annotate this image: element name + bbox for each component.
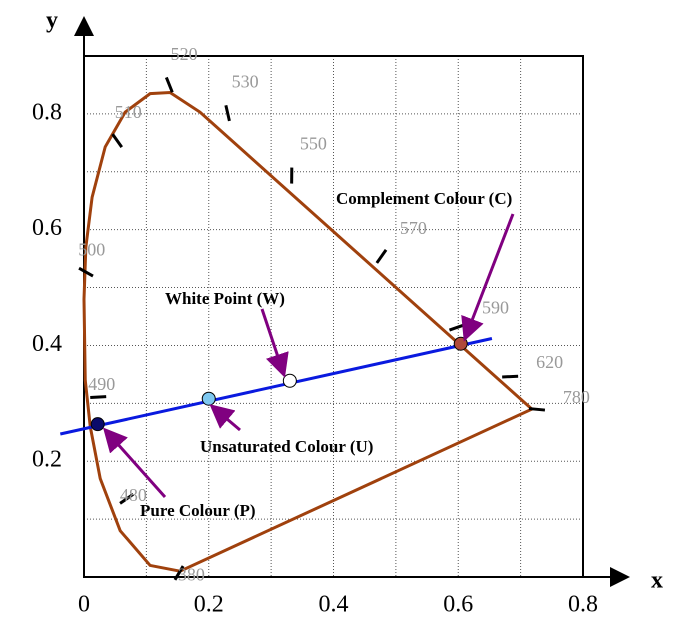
annotation: White Point (W) — [165, 289, 285, 308]
wavelength-label: 590 — [482, 298, 509, 318]
wavelength-tick — [90, 395, 107, 400]
annotation: Pure Colour (P) — [140, 501, 256, 520]
wavelength-label: 380 — [178, 565, 205, 585]
wavelength-tick — [78, 266, 94, 278]
annotation: Unsaturated Colour (U) — [200, 437, 373, 456]
y-tick-label: 0.2 — [32, 447, 62, 473]
wavelength-tick — [119, 493, 135, 505]
x-axis-label: x — [651, 568, 663, 594]
x-tick-label: 0.8 — [568, 592, 598, 618]
x-tick-label: 0.2 — [194, 592, 224, 618]
wavelength-label: 530 — [232, 72, 259, 92]
wavelength-label: 500 — [78, 239, 105, 259]
wavelength-label: 550 — [300, 134, 327, 154]
wavelength-tick — [502, 374, 519, 379]
arrow — [260, 308, 289, 378]
x-tick-label: 0.4 — [319, 592, 349, 618]
wavelength-label: 490 — [88, 374, 115, 394]
spectral-locus — [82, 90, 535, 573]
wavelength-label: 620 — [536, 352, 563, 372]
wavelength-label: 510 — [115, 102, 142, 122]
wavelength-tick — [173, 565, 185, 581]
wavelength-tick — [224, 104, 231, 122]
x-tick-label: 0.6 — [443, 592, 473, 618]
point — [90, 417, 105, 432]
point — [201, 391, 216, 406]
y-tick-label: 0.4 — [32, 331, 62, 357]
wavelength-tick — [164, 76, 174, 93]
y-axis-label: y — [46, 8, 58, 34]
y-tick-label: 0.6 — [32, 215, 62, 241]
point — [282, 373, 297, 388]
wavelength-tick — [375, 249, 388, 264]
wavelength-label: 780 — [563, 387, 590, 407]
annotation: Complement Colour (C) — [336, 189, 512, 208]
y-tick-label: 0.8 — [32, 99, 62, 125]
wavelength-label: 520 — [171, 44, 198, 64]
wavelength-label: 570 — [400, 218, 427, 238]
wavelength-label: 480 — [120, 485, 147, 505]
complement-line — [59, 337, 493, 436]
arrow — [103, 427, 167, 498]
wavelength-tick — [448, 323, 466, 332]
wavelength-tick — [111, 133, 123, 149]
arrow — [209, 404, 241, 432]
wavelength-tick — [528, 407, 546, 412]
point — [453, 336, 468, 351]
arrow — [461, 213, 515, 342]
x-tick-label: 0 — [78, 592, 90, 618]
